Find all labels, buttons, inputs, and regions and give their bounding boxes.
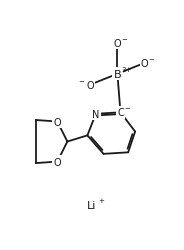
Text: O: O — [87, 80, 94, 90]
Text: 3+: 3+ — [121, 67, 132, 73]
Text: Li: Li — [86, 200, 96, 210]
Text: N: N — [92, 110, 100, 119]
Text: −: − — [78, 78, 84, 84]
Text: O: O — [114, 39, 121, 49]
Text: O: O — [141, 59, 148, 69]
Text: O: O — [54, 117, 61, 127]
Text: −: − — [121, 37, 127, 43]
Text: C: C — [117, 108, 124, 118]
Text: −: − — [124, 106, 130, 112]
Text: B: B — [114, 70, 121, 80]
Text: +: + — [98, 197, 104, 203]
Text: O: O — [54, 157, 61, 167]
Text: −: − — [148, 57, 154, 63]
